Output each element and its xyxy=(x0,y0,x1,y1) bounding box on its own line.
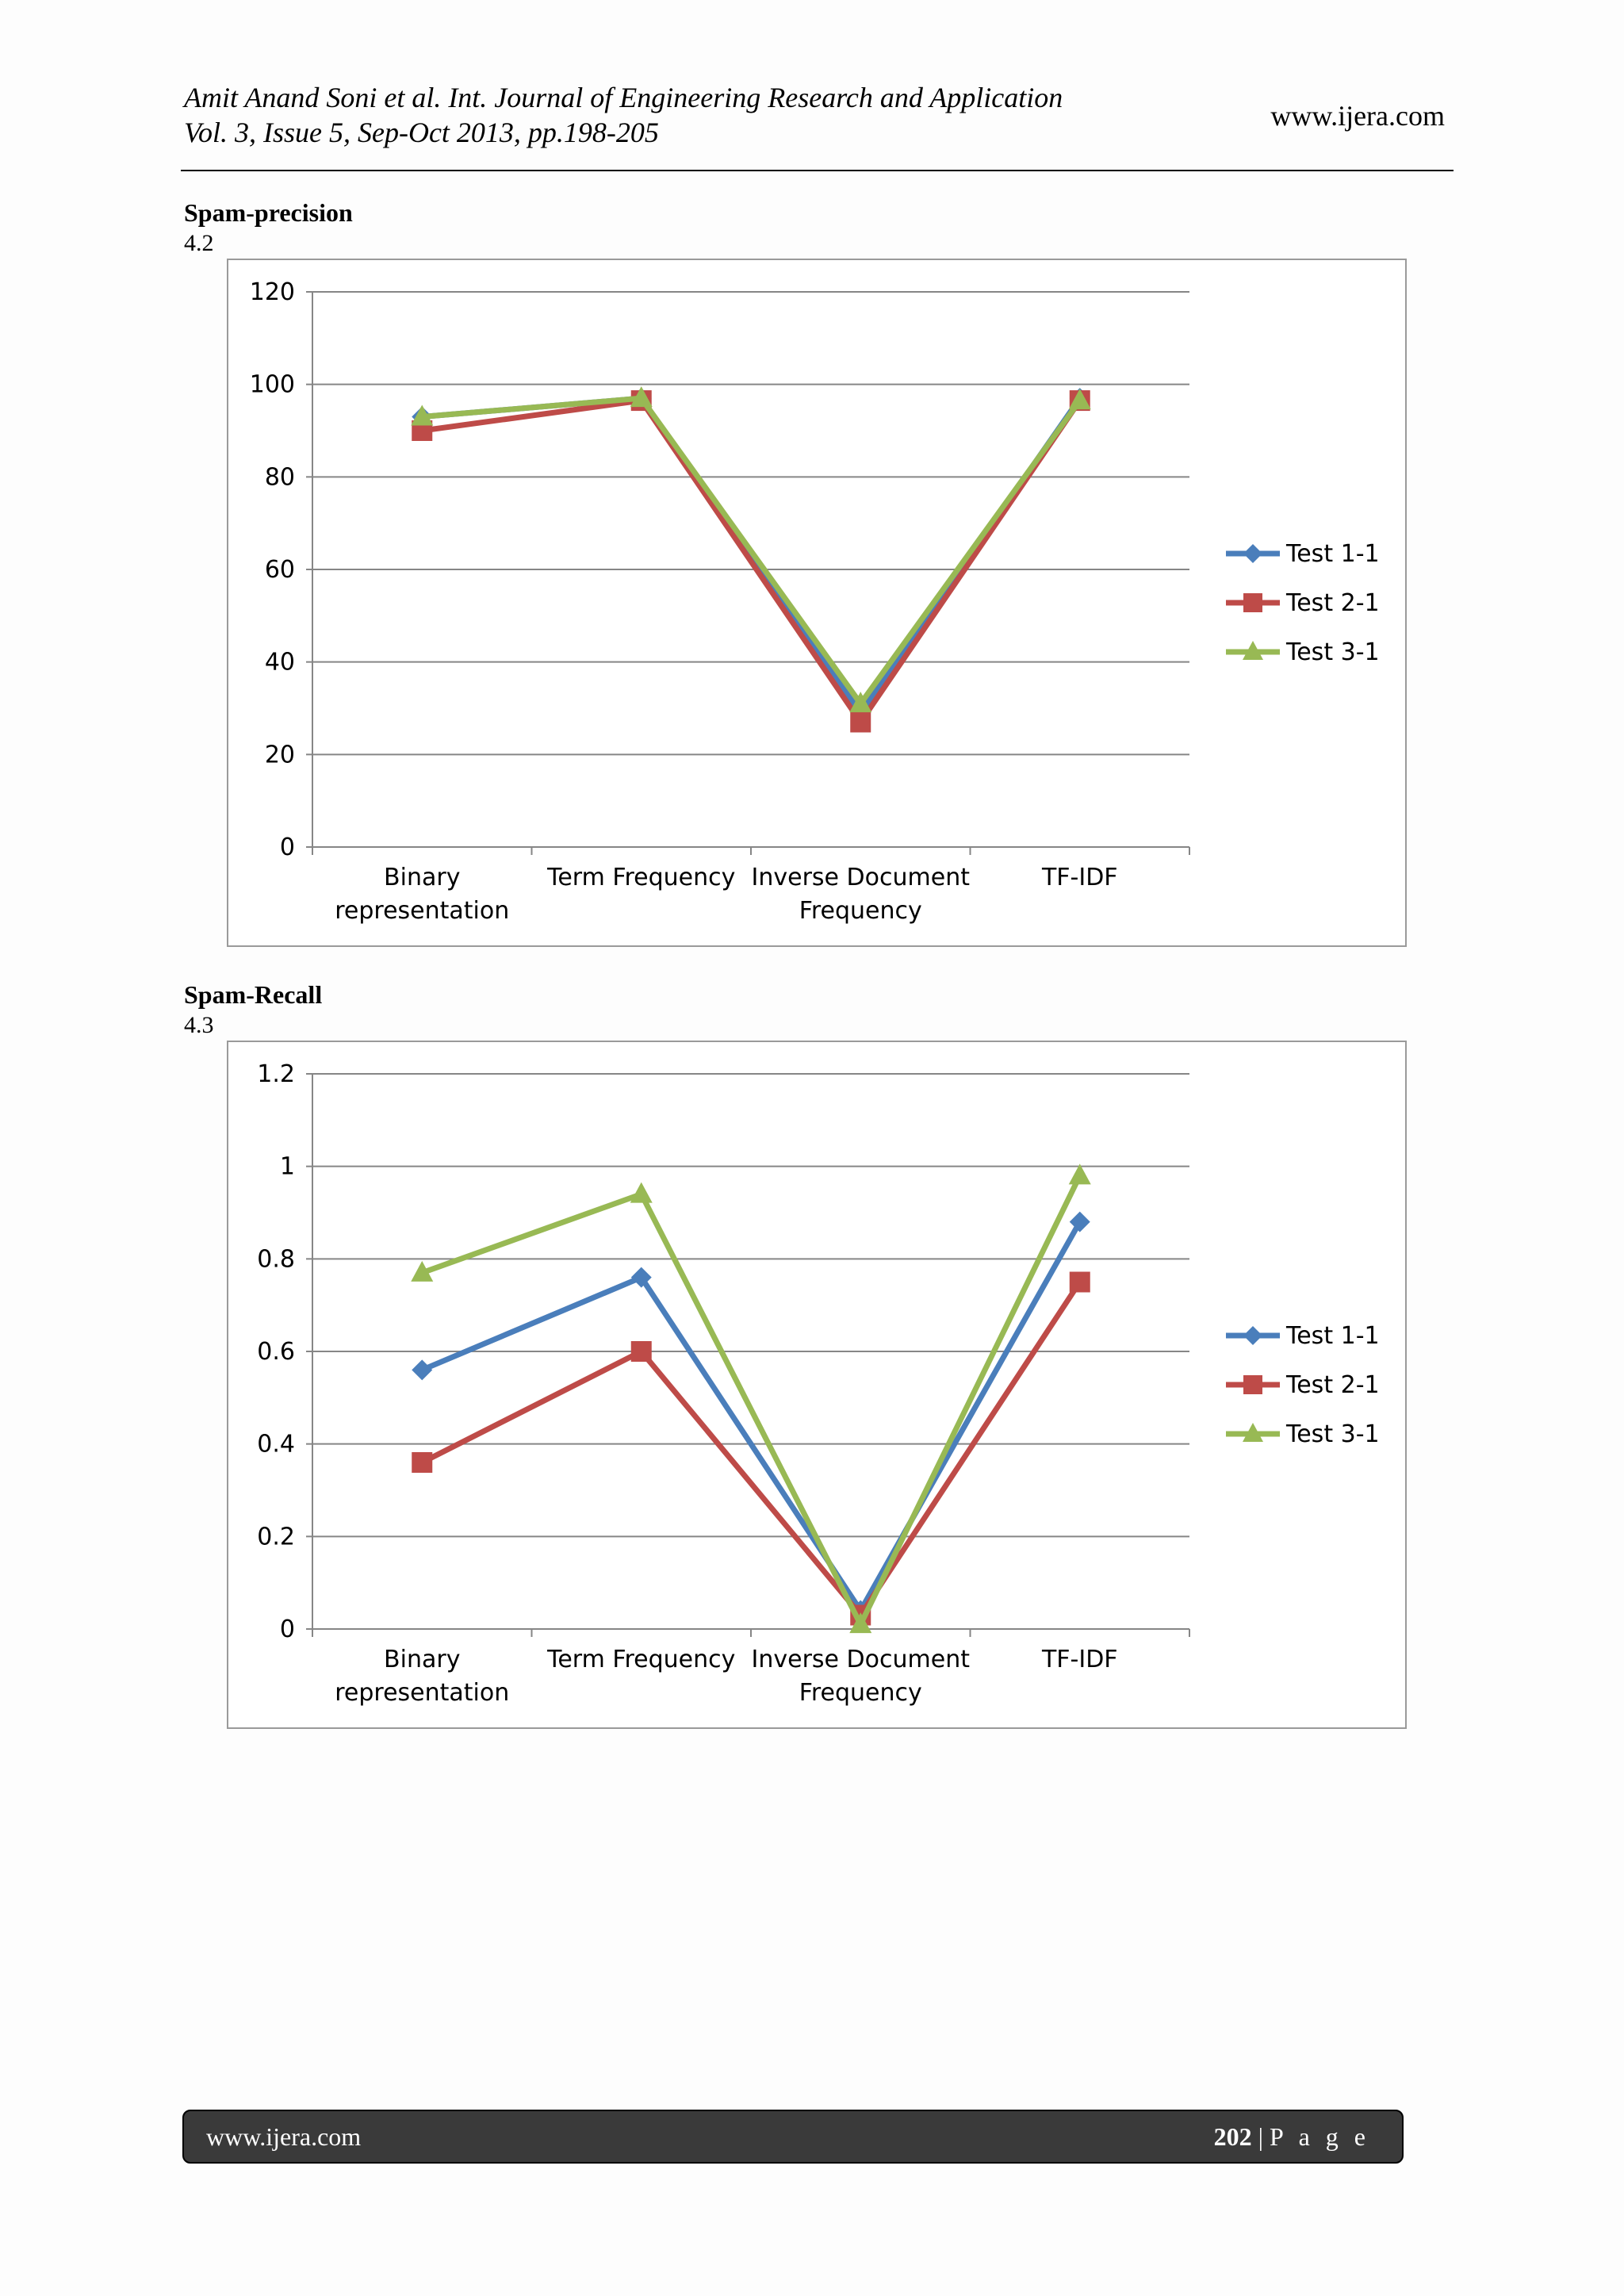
header-url: www.ijera.com xyxy=(1270,100,1445,132)
y-tick-label: 20 xyxy=(265,741,295,769)
page-label: P a g e xyxy=(1269,2122,1370,2151)
header-rule xyxy=(181,170,1454,171)
legend-label: Test 3-1 xyxy=(1285,1420,1380,1448)
data-point-square xyxy=(412,1452,433,1473)
data-point-diamond xyxy=(1243,1326,1262,1345)
data-point-diamond xyxy=(1069,1211,1090,1232)
x-tick-label: Term Frequency xyxy=(546,1646,735,1673)
section-number-precision: 4.2 xyxy=(184,230,214,256)
legend-label: Test 2-1 xyxy=(1285,589,1380,617)
data-point-square xyxy=(630,1341,652,1362)
data-point-triangle xyxy=(411,404,434,426)
recall-chart: 0 0.2 0.4 0.6 0.8 1 1.2 Binary representation Ter… xyxy=(227,1041,1407,1729)
data-point-triangle xyxy=(1243,1423,1263,1442)
data-point-triangle xyxy=(1068,389,1091,410)
y-tick-label: 0.8 xyxy=(257,1245,295,1273)
data-point-triangle xyxy=(1068,1163,1091,1185)
y-tick-label: 60 xyxy=(265,556,295,584)
section-title-precision: Spam-precision xyxy=(184,198,353,227)
data-point-triangle xyxy=(411,1260,434,1282)
y-tick-label: 0.4 xyxy=(257,1431,295,1458)
data-point-triangle xyxy=(849,692,872,713)
y-tick-label: 100 xyxy=(250,371,295,399)
data-point-square xyxy=(850,711,871,733)
x-tick-label: Frequency xyxy=(799,1679,922,1707)
x-tick-label: representation xyxy=(335,1679,509,1707)
x-tick-label: TF-IDF xyxy=(1041,864,1118,891)
data-point-square xyxy=(1243,1375,1262,1394)
y-tick-label: 120 xyxy=(250,278,295,306)
footer-url: www.ijera.com xyxy=(206,2122,362,2151)
y-tick-label: 1 xyxy=(280,1153,295,1181)
data-point-triangle xyxy=(849,1612,872,1634)
journal-citation-line2: Vol. 3, Issue 5, Sep-Oct 2013, pp.198-20… xyxy=(184,117,659,148)
legend-label: Test 1-1 xyxy=(1285,1322,1380,1350)
series-line xyxy=(421,397,1082,725)
data-point-square xyxy=(1069,1271,1090,1293)
x-tick-label: Binary xyxy=(384,1646,460,1673)
data-point-diamond xyxy=(1243,544,1262,563)
legend-label: Test 2-1 xyxy=(1285,1371,1380,1399)
page-footer: www.ijera.com 202 | P a g e xyxy=(182,2110,1404,2164)
data-point-diamond xyxy=(412,1359,433,1381)
section-title-recall: Spam-Recall xyxy=(184,980,323,1009)
y-tick-label: 0 xyxy=(280,1616,295,1643)
data-point-triangle xyxy=(1243,641,1263,660)
x-tick-label: Inverse Document xyxy=(752,864,971,891)
x-tick-label: TF-IDF xyxy=(1041,1646,1118,1673)
data-point-triangle xyxy=(630,1182,653,1203)
y-tick-label: 0.2 xyxy=(257,1523,295,1550)
x-tick-label: Frequency xyxy=(799,897,922,925)
y-tick-label: 1.2 xyxy=(257,1060,295,1088)
x-tick-label: representation xyxy=(335,897,509,925)
section-number-recall: 4.3 xyxy=(184,1012,214,1038)
recall-chart-svg: 0 0.2 0.4 0.6 0.8 1 1.2 Binary representation Ter… xyxy=(257,1060,1380,1707)
series-line xyxy=(420,1220,1082,1614)
page-indicator: 202 | P a g e xyxy=(1214,2122,1370,2152)
page-number: 202 xyxy=(1213,2122,1252,2151)
data-point-triangle xyxy=(630,386,653,408)
y-tick-label: 80 xyxy=(265,463,295,491)
y-tick-label: 0.6 xyxy=(257,1338,295,1366)
x-tick-label: Inverse Document xyxy=(752,1646,971,1673)
series-line xyxy=(420,1280,1082,1618)
page-separator: | xyxy=(1258,2122,1263,2151)
x-tick-label: Term Frequency xyxy=(546,864,735,891)
x-tick-label: Binary xyxy=(384,864,460,891)
precision-chart: 0 20 40 60 80 100 120 Binary representation Term … xyxy=(227,259,1407,947)
precision-chart-svg: 0 20 40 60 80 100 120 Binary representation Term … xyxy=(250,278,1380,925)
y-tick-label: 40 xyxy=(265,649,295,677)
series-line xyxy=(421,395,1082,707)
y-tick-label: 0 xyxy=(280,834,295,861)
data-point-diamond xyxy=(630,1267,652,1288)
data-point-square xyxy=(1243,593,1262,612)
legend-label: Test 1-1 xyxy=(1285,540,1380,568)
journal-citation-line1: Amit Anand Soni et al. Int. Journal of E… xyxy=(184,82,1063,113)
series-line xyxy=(421,1174,1082,1627)
legend-label: Test 3-1 xyxy=(1285,638,1380,666)
